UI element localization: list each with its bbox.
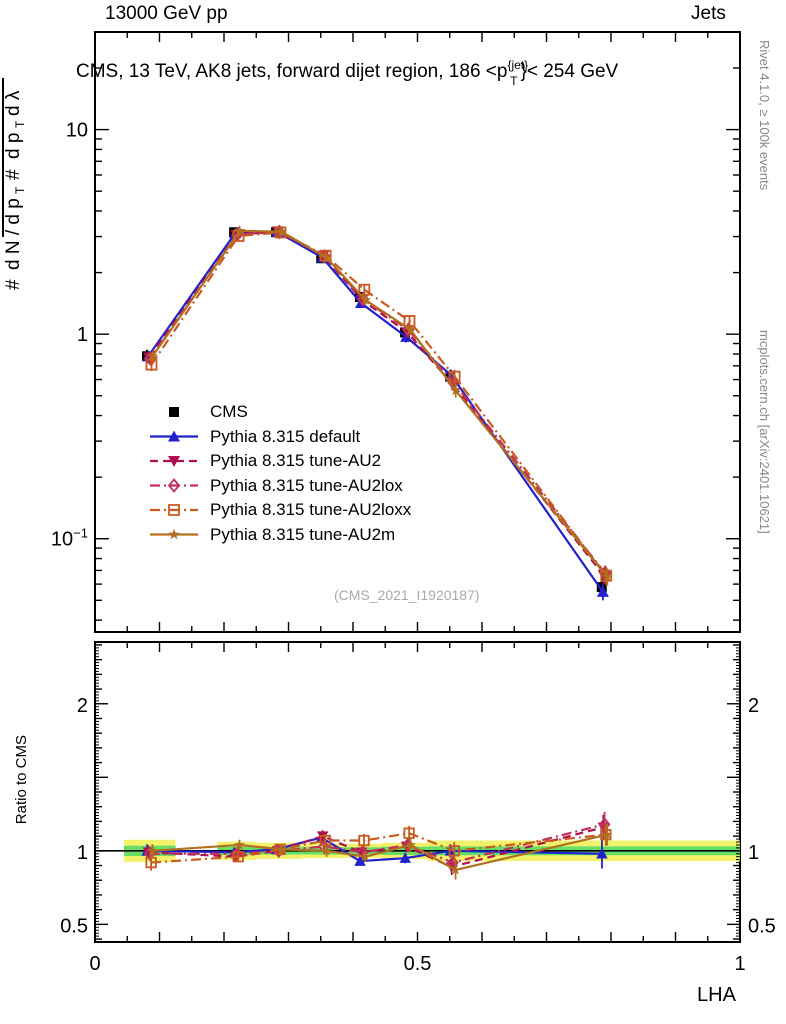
- main-panel-ticks: [94, 31, 741, 632]
- svg-text:1: 1: [734, 953, 745, 975]
- ratio-panel-frame: [94, 641, 741, 943]
- x-axis-label: LHA: [697, 984, 736, 1006]
- legend: [148, 400, 438, 560]
- svg-text:T: T: [13, 120, 27, 128]
- svg-text:d N / d p: d N / d p: [3, 198, 24, 270]
- legend-labels: CMS Pythia 8.315 default Pythia 8.315 tune…: [148, 400, 438, 560]
- legend-marks: [150, 407, 198, 540]
- legend-label-3: Pythia 8.315 tune-AU2lox: [210, 475, 403, 495]
- plot-title-subscript: T: [510, 74, 518, 88]
- ratio-series-group: [141, 811, 613, 880]
- ratio-axis-tick-labels: 2 2 1 1 0.5 0.5: [60, 695, 776, 938]
- svg-text:0.5: 0.5: [60, 915, 88, 937]
- svg-text:#: #: [3, 169, 24, 180]
- svg-text:2: 2: [748, 695, 759, 717]
- y-axis-label-svg: # d N / d p T # d p T d λ 1 d 2 N: [2, 78, 27, 290]
- analysis-id-watermark: (CMS_2021_I1920187): [334, 587, 480, 603]
- legend-label-4: Pythia 8.315 tune-AU2loxx: [210, 500, 412, 519]
- svg-text:10−1: 10−1: [51, 526, 88, 551]
- ratio-panel-ticks: [94, 642, 741, 942]
- svg-text:0: 0: [89, 953, 100, 975]
- svg-text:d λ: d λ: [3, 90, 24, 116]
- legend-label-1: Pythia 8.315 default: [210, 426, 361, 446]
- plot-title: CMS, 13 TeV, AK8 jets, forward dijet reg…: [76, 59, 633, 87]
- x-axis-tick-labels: 0 0.5 1: [89, 953, 745, 975]
- main-axis-tick-labels: 10 1 10−1: [51, 120, 88, 551]
- svg-text:0.5: 0.5: [404, 953, 432, 975]
- legend-label-2: Pythia 8.315 tune-AU2: [210, 451, 382, 470]
- svg-text:10: 10: [66, 120, 88, 142]
- svg-text:0.5: 0.5: [748, 915, 776, 937]
- legend-label-5: Pythia 8.315 tune-AU2m: [210, 524, 396, 544]
- main-series-group: [142, 224, 614, 601]
- svg-text:1: 1: [748, 842, 759, 864]
- category-label: Jets: [691, 3, 726, 24]
- plot-title-superscript: {jet}: [507, 58, 529, 72]
- legend-label-0: CMS: [210, 402, 248, 421]
- svg-text:2: 2: [77, 695, 88, 717]
- svg-text:d p: d p: [3, 133, 24, 159]
- svg-text:T: T: [13, 186, 27, 194]
- legend-svg: [150, 407, 198, 540]
- plot-title-main: CMS, 13 TeV, AK8 jets, forward dijet reg…: [76, 61, 508, 82]
- y-axis-label-main: # d N / d p T # d p T d λ 1 d 2 N: [2, 30, 48, 290]
- beam-energy-label: 13000 GeV pp: [105, 3, 228, 24]
- plot-title-tail: }< 254 GeV: [520, 61, 619, 82]
- svg-text:#: #: [3, 279, 24, 290]
- svg-text:1: 1: [77, 324, 88, 346]
- svg-text:1: 1: [77, 842, 88, 864]
